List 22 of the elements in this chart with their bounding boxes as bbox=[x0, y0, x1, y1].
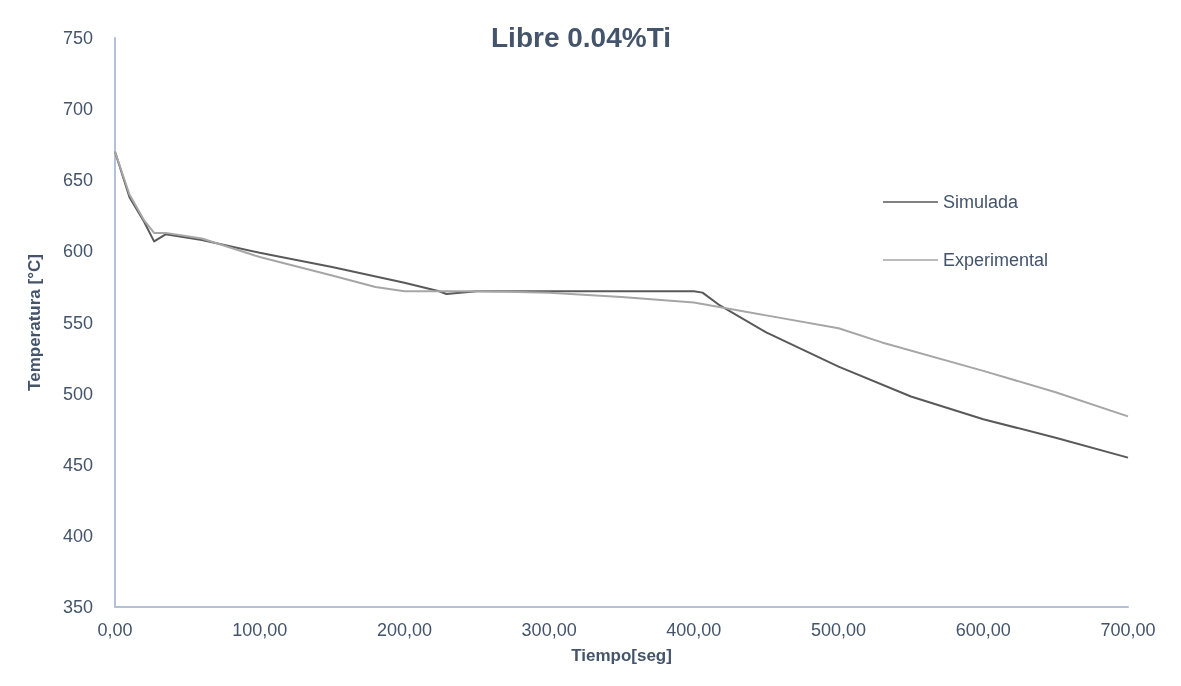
y-tick-label: 750 bbox=[62, 28, 93, 48]
y-tick-label: 500 bbox=[62, 383, 93, 404]
legend-label: Experimental bbox=[942, 250, 1048, 270]
x-tick-label: 400,00 bbox=[666, 620, 722, 640]
x-tick-label: 700,00 bbox=[1100, 620, 1156, 640]
y-tick-label: 550 bbox=[62, 312, 93, 333]
x-tick-label: 300,00 bbox=[521, 620, 577, 640]
y-tick-label: 450 bbox=[62, 454, 93, 475]
legend-label: Simulada bbox=[942, 192, 1019, 212]
x-axis-title: Tiempo[seg] bbox=[571, 646, 672, 665]
chart-title: Libre 0.04%Ti bbox=[491, 21, 672, 53]
y-axis-title: Temperatura [°C] bbox=[25, 254, 44, 391]
y-tick-label: 350 bbox=[62, 597, 93, 617]
x-tick-label: 600,00 bbox=[955, 620, 1011, 640]
y-tick-label: 700 bbox=[62, 99, 93, 120]
y-tick-label: 400 bbox=[62, 525, 93, 546]
x-tick-label: 0,00 bbox=[97, 620, 133, 640]
y-tick-label: 650 bbox=[62, 170, 93, 191]
x-tick-label: 200,00 bbox=[376, 620, 432, 640]
x-tick-label: 100,00 bbox=[232, 620, 288, 640]
y-tick-label: 600 bbox=[62, 241, 93, 262]
x-tick-label: 500,00 bbox=[811, 620, 867, 640]
